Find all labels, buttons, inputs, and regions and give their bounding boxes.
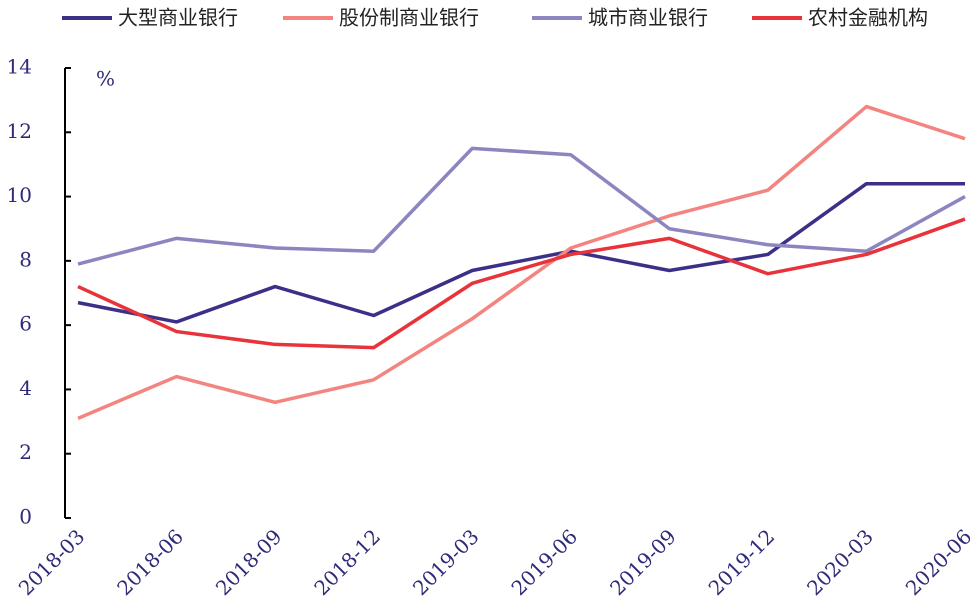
y-tick-label: 10	[7, 183, 32, 207]
series-line	[77, 104, 966, 420]
legend-label: 股份制商业银行	[339, 6, 479, 30]
x-tick-label: 2019-03	[408, 524, 484, 600]
y-tick-label: 8	[19, 247, 32, 271]
y-tick-label: 12	[7, 119, 32, 143]
series-line	[77, 181, 965, 324]
y-tick-label: 14	[7, 55, 32, 79]
y-tick-label: 4	[19, 376, 32, 400]
series-line	[77, 217, 966, 350]
y-tick-label: 2	[19, 440, 32, 464]
legend-label: 农村金融机构	[808, 6, 928, 30]
x-tick-label: 2019-12	[704, 524, 780, 600]
x-tick-label: 2019-09	[605, 524, 681, 600]
x-tick-label: 2018-06	[112, 524, 188, 600]
x-tick-label: 2018-09	[211, 524, 287, 600]
legend-label: 大型商业银行	[118, 6, 238, 30]
x-tick-label: 2018-12	[309, 524, 385, 600]
x-tick-label: 2018-03	[14, 524, 90, 600]
legend-label: 城市商业银行	[588, 6, 708, 30]
x-tick-label: 2020-03	[802, 524, 878, 600]
series-line	[77, 146, 966, 266]
y-tick-label: 0	[19, 505, 32, 529]
y-tick-label: 6	[19, 312, 32, 336]
x-tick-label: 2019-06	[506, 524, 582, 600]
x-tick-label: 2020-06	[901, 524, 970, 600]
y-unit-label: %	[96, 67, 115, 91]
